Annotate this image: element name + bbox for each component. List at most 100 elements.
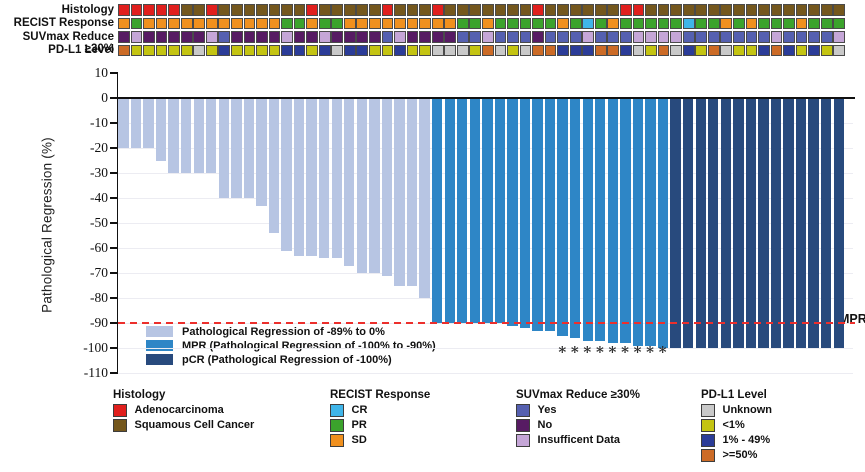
y-axis-tick: [110, 372, 117, 374]
y-axis-tick: [110, 72, 117, 74]
suvmax-square: [256, 31, 268, 43]
y-axis-tick: [110, 222, 117, 224]
histology-square: [795, 4, 808, 16]
pdl1-square: [143, 44, 155, 57]
pdl1-square: [268, 44, 281, 57]
recist-square: [130, 17, 143, 30]
pdl1-square: [381, 44, 394, 57]
suvmax-square: [707, 31, 720, 43]
histology-square: [281, 4, 293, 16]
histology-square: [155, 4, 168, 16]
suvmax-square: [143, 31, 155, 43]
legend-item-label: Adenocarcinoma: [134, 404, 224, 416]
histology-square: [318, 4, 331, 16]
suvmax-square: [682, 31, 695, 43]
pdl1-lt1-swatch: [701, 418, 715, 433]
y-tick-label: -50: [90, 215, 108, 230]
partial-regression-swatch: [146, 326, 173, 337]
suvmax-square: [833, 31, 846, 43]
regression-bar: [394, 99, 405, 286]
suvmax-square: [569, 31, 582, 43]
legend-item-label: No: [537, 419, 553, 431]
recist-square: [557, 17, 570, 30]
suvmax-square: [331, 31, 344, 43]
suvmax-square: [118, 31, 130, 43]
histology-square: [582, 4, 595, 16]
regression-bar: [695, 99, 706, 349]
recist-square: [456, 17, 469, 30]
pdl1-square: [632, 44, 645, 57]
regression-bar: [231, 99, 242, 199]
suvmax-square: [205, 31, 218, 43]
recist-square: [481, 17, 494, 30]
pdl1-square: [168, 44, 180, 57]
legend-item-label: <1%: [722, 419, 745, 431]
legend-item: Adenocarcinoma: [113, 403, 254, 418]
legend-item-label: >=50%: [722, 449, 758, 461]
y-axis-label: Pathological Regression (%): [39, 137, 55, 313]
suvmax-square: [168, 31, 180, 43]
histology-square: [594, 4, 607, 16]
histology-square: [381, 4, 394, 16]
suvmax-square: [218, 31, 231, 43]
suvmax-square: [130, 31, 143, 43]
asterisk-marker: *: [595, 343, 604, 361]
pdl1-square: [758, 44, 770, 57]
track-label-recist-response: RECIST Response: [13, 17, 114, 29]
y-axis-tick: [110, 272, 117, 274]
regression-bar: [708, 99, 719, 349]
pdl1-square: [118, 44, 130, 57]
regression-bar: [645, 99, 656, 346]
legend-item: >=50%: [701, 448, 772, 463]
mpr-threshold-line: [118, 322, 855, 324]
histology-square: [507, 4, 519, 16]
regression-bar: [118, 99, 129, 149]
suvmax-square: [620, 31, 632, 43]
regression-bar: [632, 99, 644, 346]
regression-bar: [682, 99, 694, 349]
suvmax-square: [732, 31, 745, 43]
asterisk-marker: *: [608, 343, 617, 361]
suvmax-square: [494, 31, 507, 43]
pdl1-square: [707, 44, 720, 57]
pdl1-square: [419, 44, 431, 57]
regression-bar: [168, 99, 179, 174]
suvmax-square: [155, 31, 168, 43]
legend-item-label: Yes: [537, 404, 557, 416]
suvmax-square: [770, 31, 783, 43]
suvmax-square: [720, 31, 733, 43]
recist-square: [431, 17, 444, 30]
recist-square: [306, 17, 319, 30]
legend-title: SUVmax Reduce ≥30%: [516, 389, 640, 401]
histology-square: [820, 4, 833, 16]
pr-swatch: [330, 418, 344, 433]
histology-square: [607, 4, 620, 16]
pdl1-square: [456, 44, 469, 57]
pdl1-square: [544, 44, 557, 57]
legend-suvmax-reduce: SUVmax Reduce ≥30% Yes No Insufficent Da…: [516, 388, 640, 448]
recist-square: [318, 17, 331, 30]
pdl1-square: [369, 44, 381, 57]
regression-bar: [821, 99, 832, 349]
pdl1-square: [569, 44, 582, 57]
suvmax-square: [582, 31, 595, 43]
regression-bar: [356, 99, 368, 274]
regression-bar: [494, 99, 506, 324]
histology-square: [180, 4, 193, 16]
recist-square: [507, 17, 519, 30]
suvmax-square: [670, 31, 682, 43]
pdl1-square: [318, 44, 331, 57]
plot-legend-label: pCR (Pathological Regression of -100%): [182, 354, 392, 366]
suvmax-square: [193, 31, 206, 43]
pdl1-square: [745, 44, 758, 57]
recist-square: [118, 17, 130, 30]
y-tick-label: -10: [90, 115, 108, 130]
histology-square: [745, 4, 758, 16]
regression-bar: [833, 99, 844, 349]
regression-bar: [206, 99, 217, 174]
y-tick-label: -90: [90, 315, 108, 330]
recist-square: [632, 17, 645, 30]
suvmax-square: [519, 31, 532, 43]
histology-square: [168, 4, 180, 16]
